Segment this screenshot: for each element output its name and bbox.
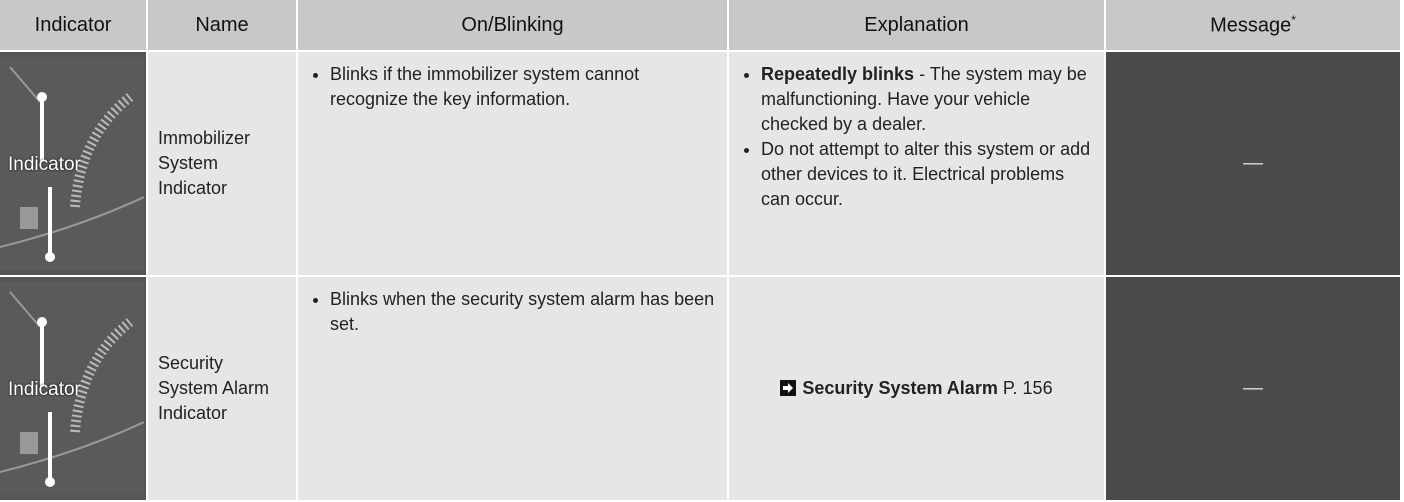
bold-text: Repeatedly blinks (761, 64, 915, 84)
bullet: Do not attempt to alter this system or a… (761, 137, 1092, 212)
name-cell: Security System Alarm Indicator (148, 277, 296, 500)
row: Indicator Immobilizer System Indicator B… (0, 52, 1400, 275)
bullet: Blinks if the immobilizer system cannot … (330, 62, 715, 112)
bullet: Repeatedly blinks - The system may be ma… (761, 62, 1092, 137)
bullet: Blinks when the security system alarm ha… (330, 287, 715, 337)
header-cell: Name (148, 0, 296, 50)
message-cell: — (1106, 52, 1400, 275)
message-cell: — (1106, 277, 1400, 500)
explanation-cell: Repeatedly blinks - The system may be ma… (729, 52, 1104, 275)
header-cell: On/Blinking (298, 0, 727, 50)
name-cell: Immobilizer System Indicator (148, 52, 296, 275)
on-blinking-cell: Blinks when the security system alarm ha… (298, 277, 727, 500)
footnote-mark: * (1291, 12, 1296, 27)
indicator-label: Indicator (8, 379, 81, 400)
page: {"table":{ "headers":["Indicator","Name"… (0, 0, 1404, 487)
indicator-label: Indicator (8, 154, 81, 175)
row: Indicator Security System Alarm Indicato… (0, 277, 1400, 500)
gauge-drawing (0, 282, 144, 495)
text: - The system may be malfunctioning. Have… (761, 64, 1087, 134)
on-blinking-cell: Blinks if the immobilizer system cannot … (298, 52, 727, 275)
indicator-image: Indicator (0, 277, 146, 500)
header-row: Indicator Name On/Blinking Explanation M… (0, 0, 1400, 50)
reference-title: Security System Alarm (802, 378, 998, 398)
header-text: Message (1210, 14, 1292, 37)
reference-page: P. 156 (1002, 378, 1053, 398)
gauge-drawing (0, 57, 144, 270)
header-cell: Explanation (729, 0, 1104, 50)
header-cell: Message* (1106, 0, 1400, 50)
reference-icon (780, 380, 797, 396)
header-cell: Indicator (0, 0, 146, 50)
indicator-image: Indicator (0, 52, 146, 275)
explanation-cell: Security System Alarm P. 156 (729, 277, 1104, 500)
